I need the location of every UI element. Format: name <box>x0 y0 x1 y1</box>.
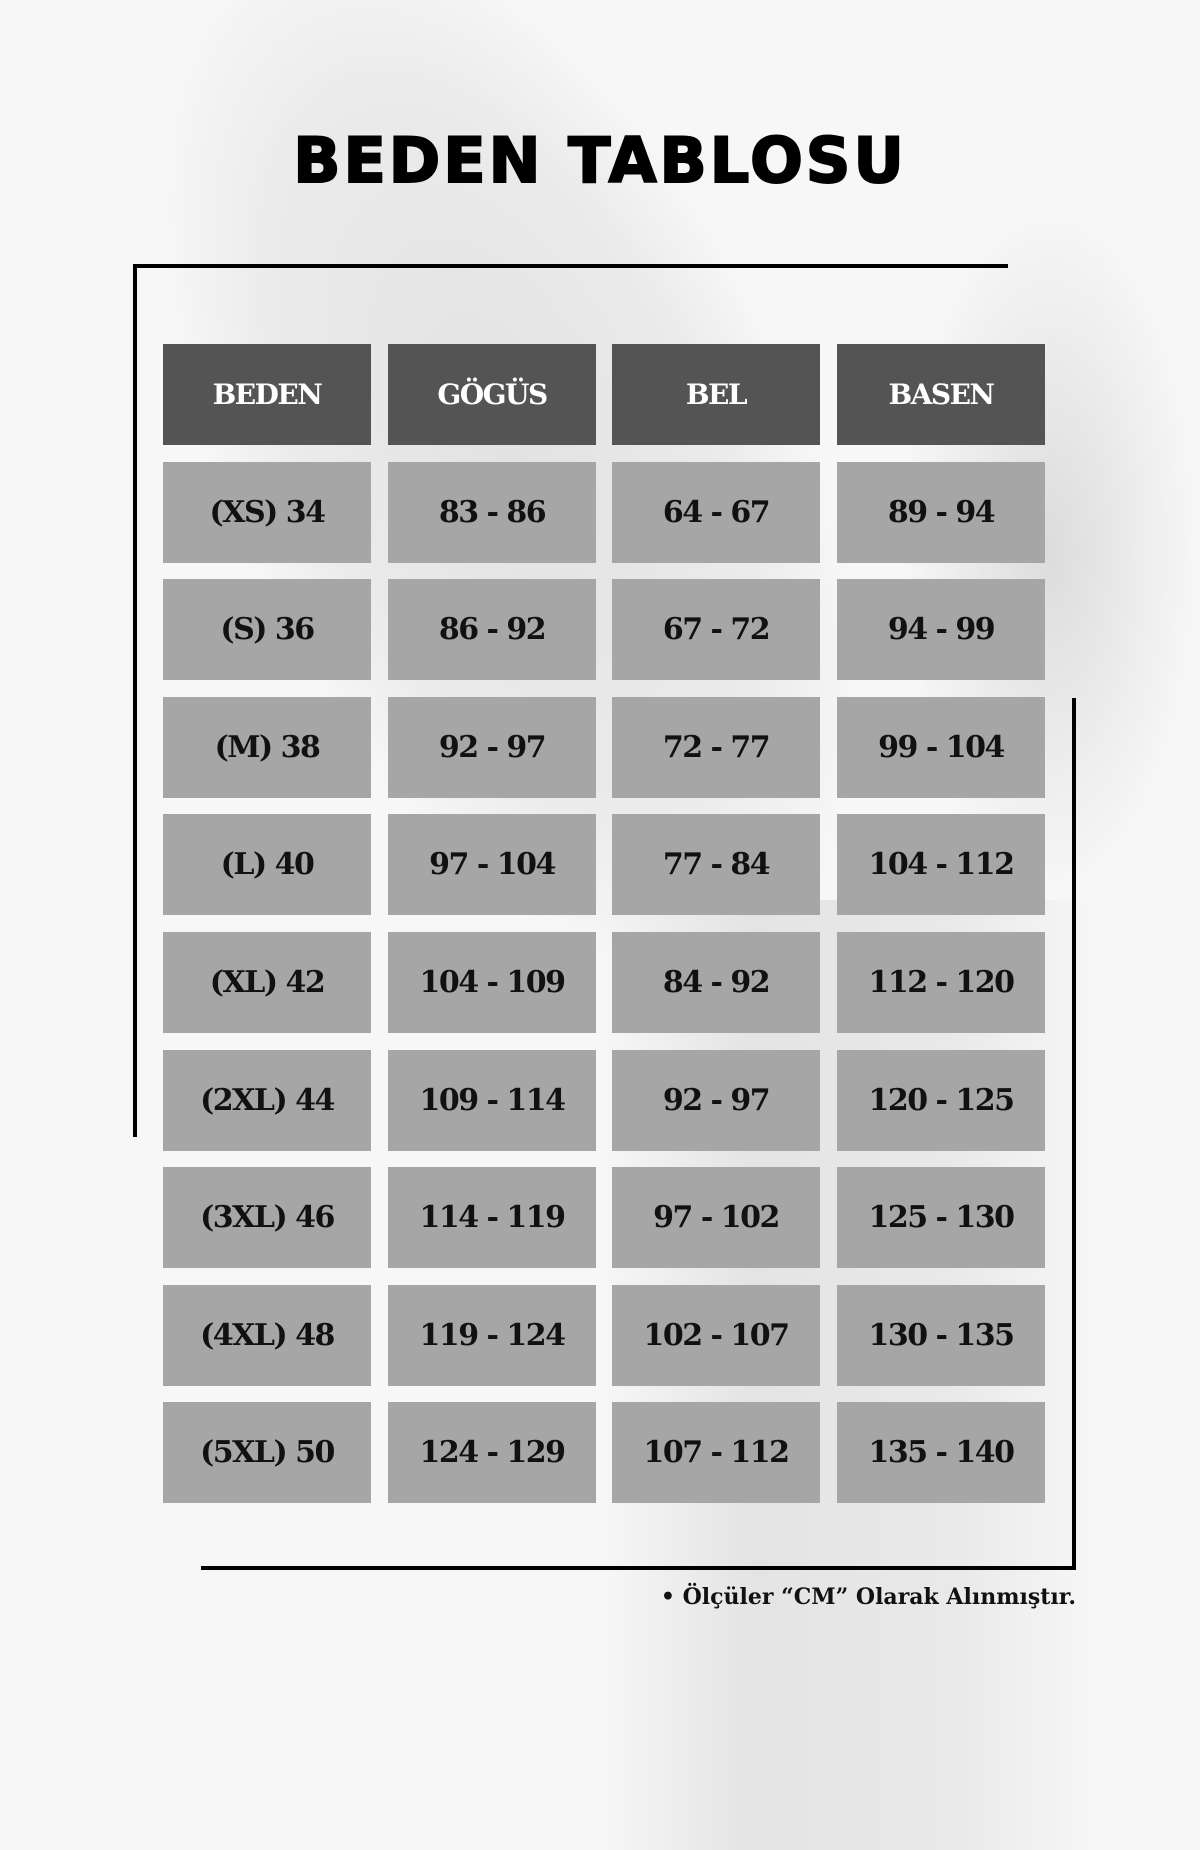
table-cell: 102 - 107 <box>612 1285 820 1386</box>
table-cell: 109 - 114 <box>388 1050 596 1151</box>
table-cell: 86 - 92 <box>388 579 596 680</box>
table-cell: (2XL) 44 <box>163 1050 371 1151</box>
table-cell: 124 - 129 <box>388 1402 596 1503</box>
table-cell: 107 - 112 <box>612 1402 820 1503</box>
table-cell: (3XL) 46 <box>163 1167 371 1268</box>
table-cell: 97 - 102 <box>612 1167 820 1268</box>
table-cell: 130 - 135 <box>837 1285 1045 1386</box>
table-cell: 97 - 104 <box>388 814 596 915</box>
table-cell: 104 - 109 <box>388 932 596 1033</box>
column-header: BEDEN <box>163 344 371 445</box>
frame-bottom-line <box>201 1566 1076 1570</box>
table-cell: (XL) 42 <box>163 932 371 1033</box>
table-cell: 72 - 77 <box>612 697 820 798</box>
frame-left-line <box>133 264 137 1137</box>
column-header: BASEN <box>837 344 1045 445</box>
table-cell: (XS) 34 <box>163 462 371 563</box>
frame-top-line <box>135 264 1008 268</box>
table-cell: 112 - 120 <box>837 932 1045 1033</box>
table-cell: 120 - 125 <box>837 1050 1045 1151</box>
page-title: BEDEN TABLOSU <box>292 123 907 198</box>
table-cell: (M) 38 <box>163 697 371 798</box>
table-cell: 64 - 67 <box>612 462 820 563</box>
table-cell: 125 - 130 <box>837 1167 1045 1268</box>
table-cell: 94 - 99 <box>837 579 1045 680</box>
table-cell: 99 - 104 <box>837 697 1045 798</box>
table-cell: (L) 40 <box>163 814 371 915</box>
table-cell: 89 - 94 <box>837 462 1045 563</box>
table-cell: 77 - 84 <box>612 814 820 915</box>
column-header: BEL <box>612 344 820 445</box>
table-cell: 104 - 112 <box>837 814 1045 915</box>
table-cell: 84 - 92 <box>612 932 820 1033</box>
table-cell: 83 - 86 <box>388 462 596 563</box>
table-cell: 92 - 97 <box>388 697 596 798</box>
table-cell: 135 - 140 <box>837 1402 1045 1503</box>
table-cell: (4XL) 48 <box>163 1285 371 1386</box>
table-cell: (S) 36 <box>163 579 371 680</box>
frame-right-line <box>1072 698 1076 1570</box>
table-cell: 92 - 97 <box>612 1050 820 1151</box>
measurement-note: • Ölçüler “CM” Olarak Alınmıştır. <box>660 1584 1076 1610</box>
column-header: GÖGÜS <box>388 344 596 445</box>
table-cell: 119 - 124 <box>388 1285 596 1386</box>
table-cell: (5XL) 50 <box>163 1402 371 1503</box>
table-cell: 67 - 72 <box>612 579 820 680</box>
table-cell: 114 - 119 <box>388 1167 596 1268</box>
